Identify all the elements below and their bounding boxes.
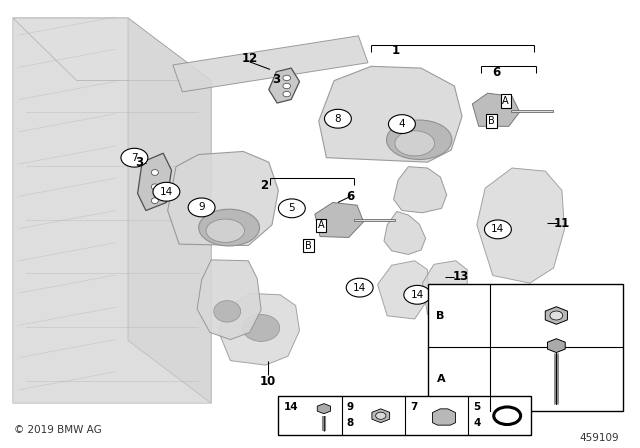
Ellipse shape <box>151 198 159 203</box>
Polygon shape <box>545 307 568 324</box>
Circle shape <box>404 285 431 304</box>
Ellipse shape <box>214 301 241 322</box>
Polygon shape <box>384 211 426 254</box>
Text: 459109: 459109 <box>580 433 620 443</box>
Bar <box>428 284 623 411</box>
Text: 5: 5 <box>473 402 481 412</box>
Text: 14: 14 <box>353 283 366 293</box>
Ellipse shape <box>243 314 280 341</box>
Polygon shape <box>372 409 390 422</box>
Ellipse shape <box>151 169 159 175</box>
Text: A: A <box>436 375 445 384</box>
Circle shape <box>188 198 215 217</box>
Text: 12: 12 <box>241 52 258 65</box>
Circle shape <box>324 109 351 128</box>
Text: 3: 3 <box>136 156 143 169</box>
Text: 14: 14 <box>284 402 298 412</box>
Polygon shape <box>477 168 564 283</box>
Text: B: B <box>488 116 495 126</box>
Text: 6: 6 <box>493 66 500 79</box>
Circle shape <box>153 182 180 201</box>
Text: 8: 8 <box>335 114 341 124</box>
Ellipse shape <box>283 83 291 89</box>
Text: 7: 7 <box>131 153 138 163</box>
Polygon shape <box>138 153 172 211</box>
Circle shape <box>484 220 511 239</box>
Text: A: A <box>502 96 509 106</box>
Polygon shape <box>315 202 364 237</box>
Text: 14: 14 <box>411 290 424 300</box>
Polygon shape <box>378 261 429 319</box>
Text: 5: 5 <box>289 203 295 213</box>
Polygon shape <box>317 404 330 414</box>
Ellipse shape <box>283 91 291 97</box>
Polygon shape <box>269 68 300 103</box>
Ellipse shape <box>387 120 452 159</box>
Polygon shape <box>128 18 211 403</box>
Text: 2: 2 <box>260 178 268 192</box>
Polygon shape <box>472 93 520 126</box>
Text: B: B <box>436 310 445 320</box>
Text: 9: 9 <box>198 202 205 212</box>
Text: B: B <box>305 241 312 250</box>
Polygon shape <box>197 260 261 340</box>
Text: 14: 14 <box>160 187 173 197</box>
Text: 13: 13 <box>452 270 469 284</box>
Bar <box>278 396 531 435</box>
Ellipse shape <box>198 209 260 246</box>
Polygon shape <box>547 339 565 353</box>
Text: 10: 10 <box>259 375 276 388</box>
Polygon shape <box>219 293 300 365</box>
Polygon shape <box>433 409 456 425</box>
Polygon shape <box>173 36 368 92</box>
Text: 1: 1 <box>392 43 399 57</box>
Text: 4: 4 <box>399 119 405 129</box>
Circle shape <box>121 148 148 167</box>
Polygon shape <box>13 18 211 403</box>
Polygon shape <box>394 167 447 213</box>
Text: 11: 11 <box>554 216 570 230</box>
Ellipse shape <box>151 184 159 190</box>
Text: 4: 4 <box>473 418 481 428</box>
Circle shape <box>346 278 373 297</box>
Polygon shape <box>319 66 462 162</box>
Polygon shape <box>168 151 278 246</box>
Text: 6: 6 <box>347 190 355 203</box>
Circle shape <box>550 311 563 320</box>
Ellipse shape <box>283 75 291 81</box>
Text: 3: 3 <box>273 73 280 86</box>
Ellipse shape <box>395 131 435 156</box>
Text: 8: 8 <box>347 418 354 428</box>
Circle shape <box>388 115 415 134</box>
Polygon shape <box>13 18 211 81</box>
Text: 14: 14 <box>492 224 504 234</box>
Text: A: A <box>318 220 324 230</box>
Polygon shape <box>422 261 467 317</box>
Text: 7: 7 <box>410 402 417 412</box>
Circle shape <box>376 412 386 419</box>
Ellipse shape <box>206 219 244 242</box>
Text: 9: 9 <box>347 402 354 412</box>
Circle shape <box>278 199 305 218</box>
Text: © 2019 BMW AG: © 2019 BMW AG <box>14 425 102 435</box>
